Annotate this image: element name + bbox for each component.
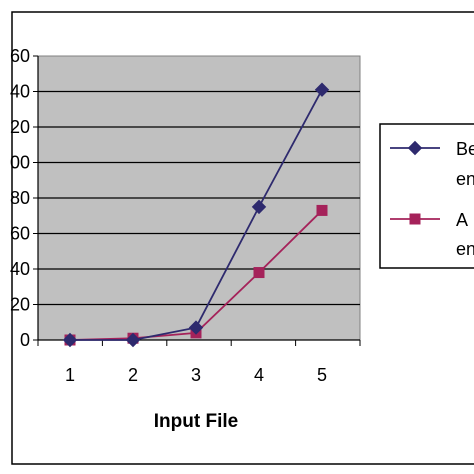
x-tick-label: 1: [65, 365, 75, 385]
legend-entries: Be en Aen: [390, 139, 474, 259]
legend: Be en Aen: [379, 123, 474, 269]
diamond-marker: [251, 199, 267, 215]
y-axis-tick-labels: 0 20 40 60 80 00 20 40 60: [10, 46, 30, 350]
diamond-marker: [188, 320, 204, 335]
x-axis-tick-labels: 1 2 3 4 5: [65, 365, 327, 385]
x-tick-label: 2: [128, 365, 138, 385]
x-tick-label: 3: [191, 365, 201, 385]
square-marker: [316, 204, 328, 216]
y-tick-label: 00: [10, 153, 30, 173]
y-tick-label: 60: [10, 46, 30, 66]
x-axis-title: Input File: [154, 411, 238, 432]
chart-outer-border: [11, 11, 474, 465]
y-tick-label: 20: [10, 117, 30, 137]
legend-label: Be: [456, 139, 474, 159]
diamond-marker: [125, 332, 141, 348]
y-tick-label: 20: [10, 295, 30, 315]
legend-marker: [407, 140, 423, 156]
legend-label: en: [456, 169, 474, 189]
y-tick-label: 40: [10, 259, 30, 279]
legend-label: en: [456, 239, 474, 259]
x-tick-label: 5: [317, 365, 327, 385]
y-tick-label: 60: [10, 224, 30, 244]
x-tick-label: 4: [254, 365, 264, 385]
series-lines: [62, 82, 330, 348]
y-tick-label: 0: [20, 330, 30, 350]
diamond-marker: [62, 332, 78, 348]
legend-label: A: [456, 210, 468, 230]
y-tick-label: 80: [10, 188, 30, 208]
square-marker: [253, 267, 265, 279]
legend-marker: [409, 213, 421, 225]
y-tick-label: 40: [10, 82, 30, 102]
gridlines: [33, 55, 360, 341]
diamond-marker: [314, 82, 330, 97]
